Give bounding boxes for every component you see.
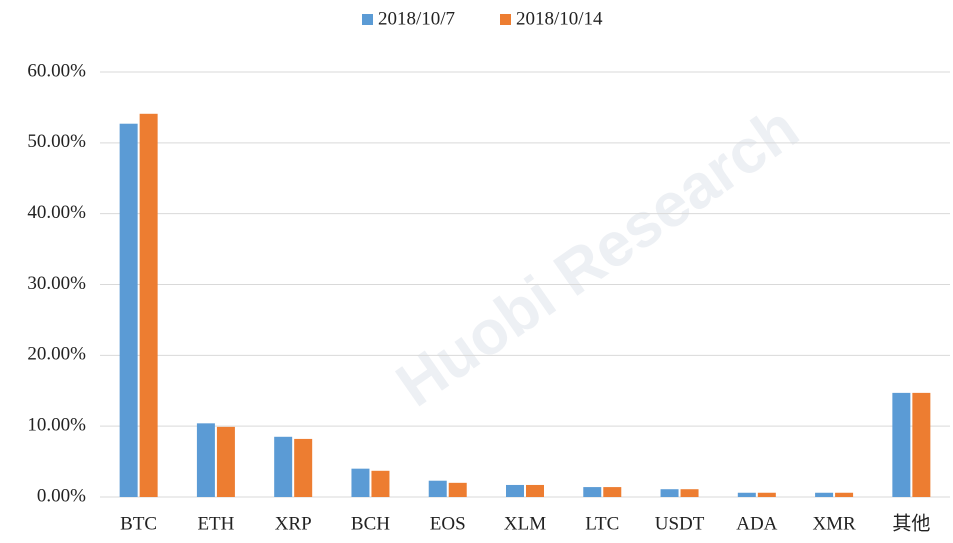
x-tick-label: LTC [585,513,619,534]
bar [216,426,235,497]
legend-swatch [362,14,373,25]
bar [351,468,370,497]
x-tick-label: BCH [351,513,390,534]
bar [448,482,467,497]
y-tick-label: 0.00% [37,485,86,506]
x-tick-label: EOS [430,513,466,534]
y-tick-label: 40.00% [27,202,86,223]
bar [119,123,138,497]
y-tick-label: 10.00% [27,415,86,436]
bar [892,392,911,497]
bar [526,484,544,497]
bar [660,489,679,497]
x-tick-label: XLM [504,513,546,534]
bar [294,438,313,497]
legend-label: 2018/10/14 [516,8,603,29]
watermark: Huobi Research [385,93,811,420]
bar [371,470,390,497]
bar [428,480,447,497]
x-tick-label: XMR [812,513,856,534]
x-tick-label: ADA [736,513,777,534]
bar [737,492,756,497]
y-tick-label: 30.00% [27,273,86,294]
bar [506,484,524,497]
bar [757,492,776,497]
bar [603,487,622,497]
x-tick-label: USDT [655,513,705,534]
x-tick-label: 其他 [892,512,930,534]
bar [583,487,602,497]
bar [815,492,834,497]
y-tick-label: 60.00% [27,60,86,81]
bar [139,113,158,498]
y-tick-label: 20.00% [27,344,86,365]
y-tick-label: 50.00% [27,131,86,152]
legend-swatch [500,14,511,25]
bar [912,392,931,497]
bar [274,436,293,497]
bar [835,492,854,497]
legend-label: 2018/10/7 [378,8,455,29]
x-tick-label: ETH [197,513,234,534]
bar [196,423,215,497]
bar [680,489,699,497]
x-tick-label: BTC [120,513,157,534]
x-tick-label: XRP [275,513,312,534]
